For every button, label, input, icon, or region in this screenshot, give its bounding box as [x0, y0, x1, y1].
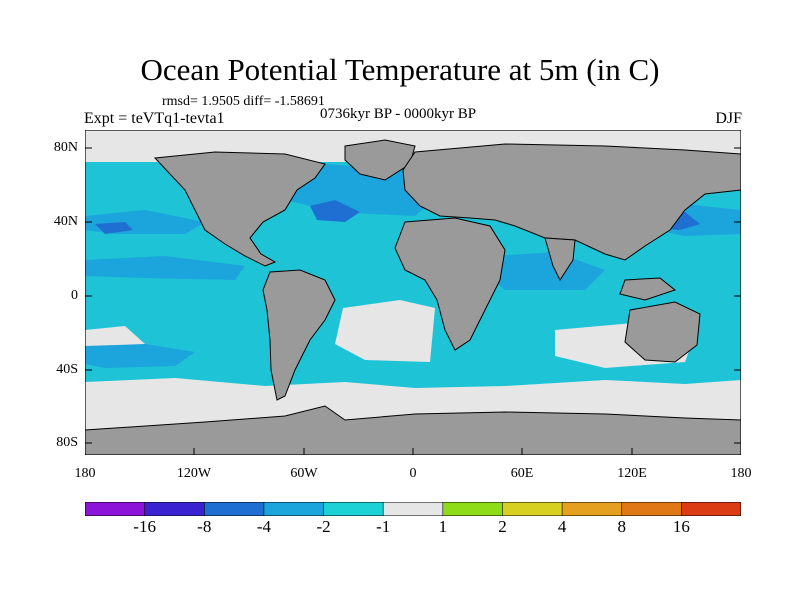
colorbar-swatch: [323, 502, 384, 516]
colorbar-label: -16: [133, 517, 156, 536]
experiment-label: Expt = teVTq1-tevta1: [84, 110, 225, 127]
lon-label-60w: 60W: [290, 466, 318, 481]
colorbar-label: -4: [256, 517, 271, 536]
lat-label-40n: 40N: [53, 214, 78, 229]
colorbar-swatch: [85, 502, 146, 516]
colorbar-label: -8: [197, 517, 212, 536]
antarctica: [85, 405, 741, 455]
africa: [394, 217, 506, 351]
colorbar-label: -1: [376, 517, 391, 536]
lat-label-0: 0: [71, 288, 78, 303]
colorbar-swatch: [442, 502, 504, 516]
colorbar-swatch: [621, 502, 683, 516]
lon-label-0: 0: [409, 466, 417, 481]
indonesia: [619, 277, 677, 301]
colorbar-swatch: [681, 502, 741, 516]
lon-label-120e: 120E: [617, 466, 647, 481]
map-title: Ocean Potential Temperature at 5m (in C): [140, 52, 660, 87]
lon-label-180e: 180: [730, 466, 752, 481]
colorbar-label: -2: [316, 517, 331, 536]
colorbar-label: 1: [438, 517, 448, 536]
lat-label-40s: 40S: [56, 362, 78, 377]
map-panel: [85, 130, 741, 455]
colorbar-label: 16: [672, 517, 690, 536]
north-america: [153, 151, 326, 267]
lon-label-60e: 60E: [510, 466, 534, 481]
australia: [624, 301, 701, 363]
lon-label-180w: 180: [74, 466, 96, 481]
period-label: 0736kyr BP - 0000kyr BP: [320, 106, 477, 122]
colorbar-swatch: [144, 502, 206, 516]
lat-label-80s: 80S: [56, 435, 78, 450]
colorbar-label: 8: [617, 517, 626, 536]
eurasia: [402, 143, 741, 261]
tick-marks: [85, 147, 741, 455]
season-label: DJF: [715, 110, 742, 127]
colorbar-swatch: [263, 502, 325, 516]
colorbar-swatch: [561, 502, 623, 516]
india: [544, 237, 576, 282]
south-america: [262, 269, 336, 401]
colorbar-label: 2: [498, 517, 507, 536]
lat-label-80n: 80N: [53, 140, 78, 155]
greenland: [344, 139, 416, 181]
colorbar-swatch: [382, 502, 444, 516]
colorbar: [85, 502, 741, 516]
stats-text: rmsd= 1.9505 diff= -1.58691: [162, 94, 325, 109]
colorbar-swatch: [203, 502, 265, 516]
colorbar-label: 4: [557, 517, 567, 536]
lon-label-120w: 120W: [176, 466, 212, 481]
land-masses: [85, 139, 741, 455]
colorbar-swatch: [502, 502, 563, 516]
